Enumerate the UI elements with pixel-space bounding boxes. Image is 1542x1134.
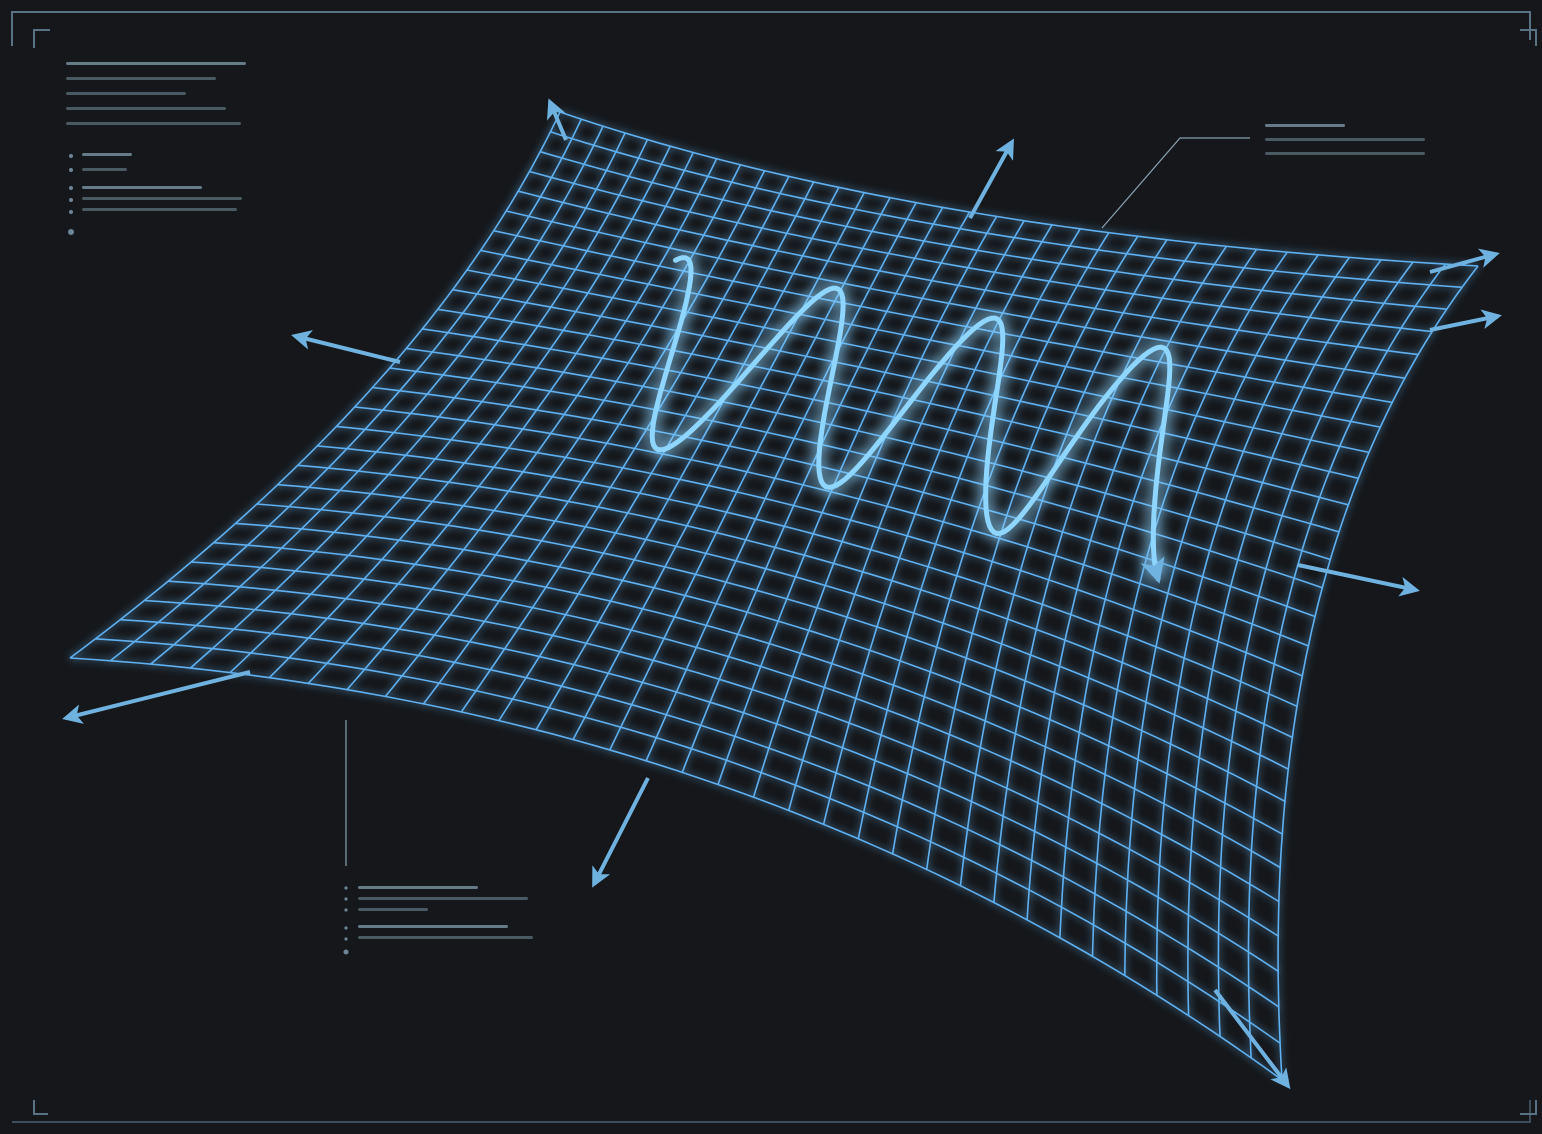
grid-line (191, 561, 1280, 903)
frame (11, 11, 1537, 1123)
arrow (592, 777, 650, 888)
bullet (344, 897, 348, 901)
illegible-text-line (82, 186, 202, 189)
grid-line (466, 269, 1370, 454)
arrow (1213, 988, 1291, 1090)
frame-top (11, 11, 1531, 46)
arrow (1429, 309, 1502, 332)
grid-line (168, 580, 1279, 937)
grid-line (480, 249, 1381, 428)
illegible-text-line (82, 208, 237, 211)
illegible-text-line (1265, 124, 1345, 127)
illegible-text-line (358, 897, 528, 900)
arrow (62, 670, 251, 724)
grid-line (550, 131, 1463, 289)
bullet (344, 908, 348, 912)
arrows (62, 98, 1502, 1090)
illegible-text-line (66, 77, 216, 80)
grid-line (69, 657, 1283, 1081)
bullet (69, 210, 73, 214)
bullet (69, 154, 73, 158)
bullet (69, 198, 73, 202)
arrow (968, 138, 1014, 219)
leader-lines (345, 137, 1250, 866)
illegible-text-line (66, 107, 226, 110)
grid-line (437, 308, 1349, 506)
illegible-notes (66, 62, 1425, 955)
grid-line (256, 503, 1286, 803)
corner-bracket (33, 1100, 48, 1115)
warped-grid (69, 111, 1479, 1081)
grid-line (529, 170, 1433, 333)
grid-line (493, 229, 1393, 404)
arrow (1429, 248, 1500, 274)
illegible-text-line (1265, 138, 1425, 141)
grid-line (422, 328, 1340, 533)
frame-bottom (12, 1100, 1531, 1123)
bullet (344, 926, 348, 930)
grid-line (297, 464, 1293, 739)
grid-line (213, 541, 1281, 869)
grid-line (506, 210, 1406, 379)
illegible-text-line (358, 936, 533, 939)
grid-line (406, 347, 1331, 561)
illegible-text-line (82, 168, 127, 171)
grid-line (144, 599, 1279, 972)
grid-line (336, 425, 1303, 677)
grid-line (235, 522, 1283, 835)
illegible-text-line (66, 122, 241, 125)
bullet (344, 937, 348, 941)
grid-line (389, 367, 1323, 589)
wave (649, 255, 1173, 584)
bullet (344, 886, 348, 890)
bullet (69, 186, 73, 190)
illegible-text-line (82, 153, 132, 156)
corner-bracket (33, 29, 50, 48)
grid-line (559, 111, 1479, 267)
bullet (68, 229, 74, 235)
grid-line (354, 406, 1309, 647)
illegible-text-line (66, 62, 246, 65)
corner-bracket (1520, 29, 1537, 46)
bullet (343, 949, 349, 955)
grid-line (452, 288, 1359, 480)
leader-line (1101, 137, 1250, 229)
illegible-text-line (358, 908, 428, 911)
grid-line (317, 445, 1298, 708)
grid-line (95, 638, 1281, 1044)
grid-line (277, 483, 1289, 770)
illegible-text-line (358, 886, 478, 889)
illegible-text-line (82, 197, 242, 200)
bullet (69, 168, 73, 172)
arrow (1297, 563, 1420, 597)
arrow (291, 330, 401, 364)
grid-line (540, 150, 1447, 310)
illegible-text-line (358, 925, 508, 928)
corner-bracket (1520, 1100, 1537, 1115)
arrow (546, 98, 568, 141)
grid-line (518, 190, 1419, 356)
grid-line (120, 618, 1280, 1008)
illegible-text-line (1265, 152, 1425, 155)
illegible-text-line (66, 92, 186, 95)
